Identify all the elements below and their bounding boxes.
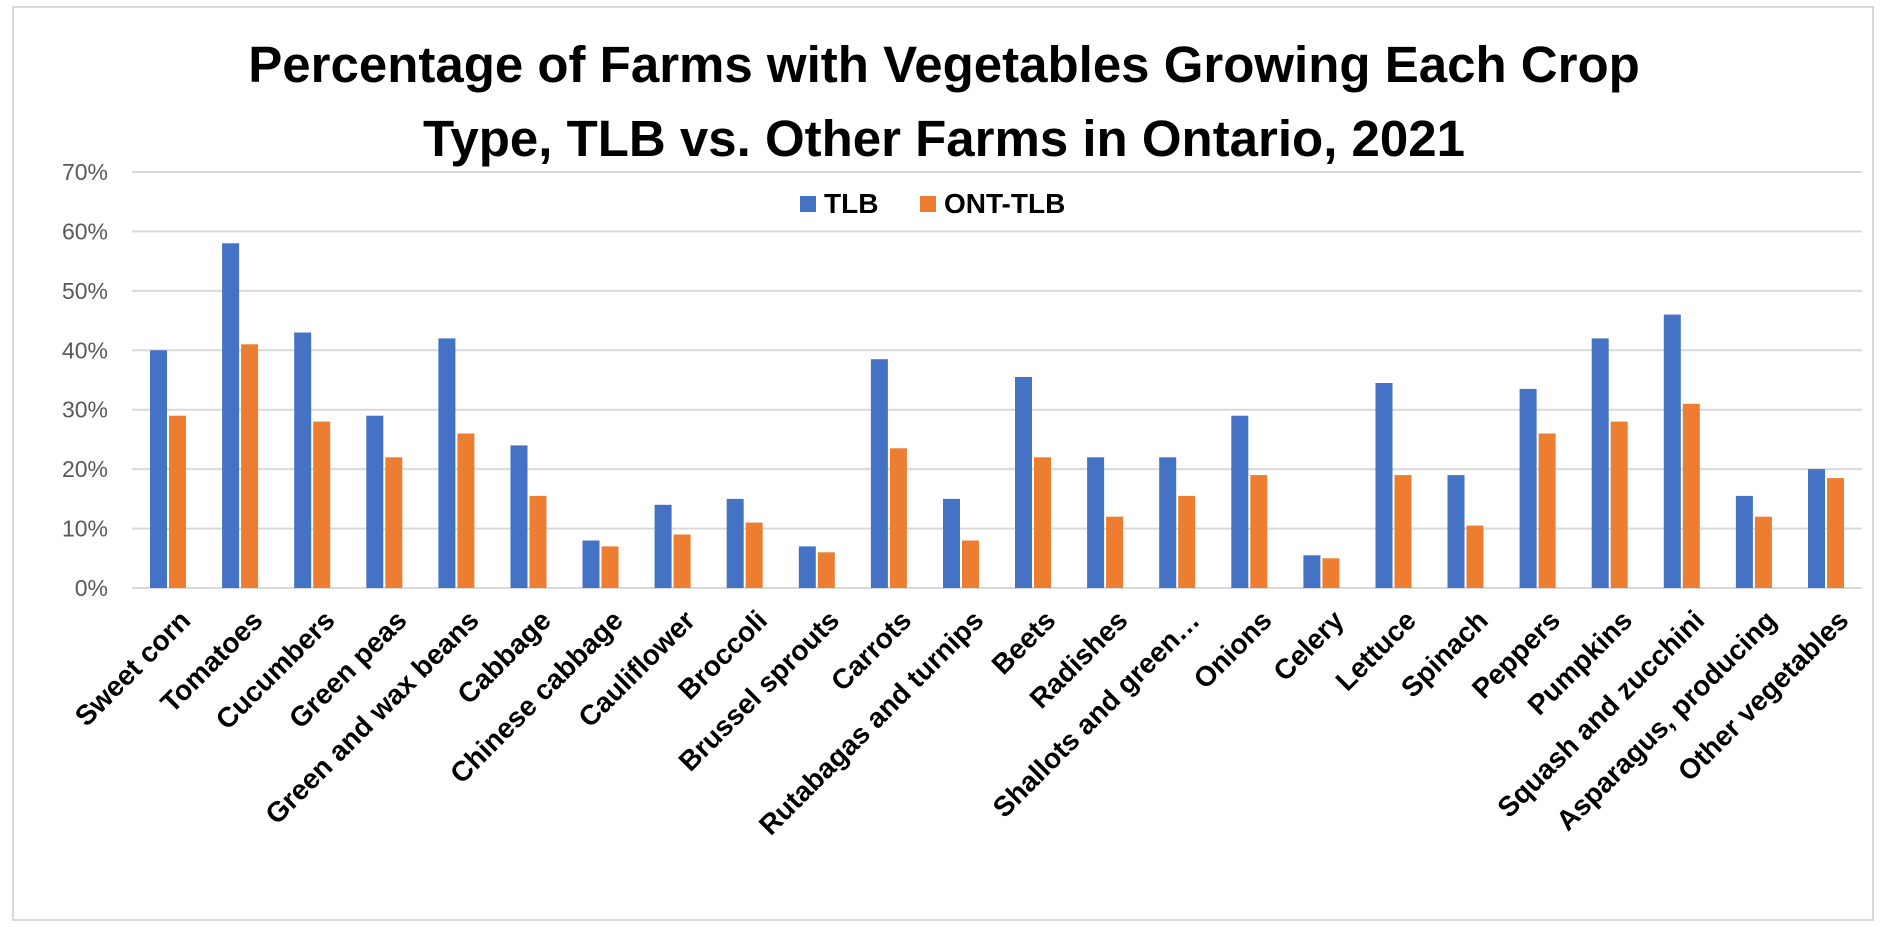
bar-ont-tlb: [601, 546, 619, 588]
bar-tlb: [510, 445, 528, 588]
bar-tlb: [1015, 377, 1032, 588]
y-tick-label: 30%: [62, 397, 108, 423]
bar-ont-tlb: [1106, 516, 1124, 588]
x-category-label: Onions: [1188, 604, 1278, 694]
bar-tlb: [366, 415, 384, 588]
y-tick-label: 60%: [62, 218, 108, 244]
bar-ont-tlb: [1178, 495, 1196, 588]
bar-tlb: [582, 540, 600, 588]
legend-swatch-ont-tlb: [920, 196, 936, 212]
bar-tlb: [1735, 495, 1753, 588]
bar-ont-tlb: [889, 448, 907, 588]
bar-ont-tlb: [385, 457, 403, 588]
bars: [150, 243, 1844, 589]
y-tick-label: 70%: [62, 159, 108, 185]
bar-tlb: [150, 350, 167, 588]
bar-ont-tlb: [817, 552, 835, 588]
bar-tlb: [1087, 457, 1105, 588]
chart-title: Percentage of Farms with Vegetables Grow…: [248, 36, 1640, 167]
bar-ont-tlb: [1250, 475, 1268, 588]
bar-tlb: [1303, 555, 1321, 588]
bar-ont-tlb: [529, 495, 547, 588]
bar-ont-tlb: [241, 344, 259, 588]
y-tick-label: 20%: [62, 456, 108, 482]
bar-ont-tlb: [1538, 433, 1556, 588]
legend-label-ont-tlb: ONT-TLB: [944, 188, 1065, 219]
bar-ont-tlb: [745, 522, 763, 588]
gridlines: [132, 171, 1862, 589]
bar-ont-tlb: [1394, 475, 1412, 588]
legend: TLB ONT-TLB: [800, 188, 1065, 219]
bar-ont-tlb: [1682, 403, 1700, 588]
bar-tlb: [294, 332, 312, 588]
y-axis-ticks: 0% 10% 20% 30% 40% 50% 60% 70%: [62, 159, 108, 601]
bar-ont-tlb: [1322, 558, 1340, 588]
y-tick-label: 0%: [75, 575, 108, 601]
y-tick-label: 40%: [62, 337, 108, 363]
y-tick-label: 10%: [62, 516, 108, 542]
bar-tlb: [726, 498, 744, 588]
bar-ont-tlb: [962, 540, 979, 588]
bar-tlb: [222, 243, 240, 589]
bar-tlb: [1159, 457, 1177, 588]
bar-tlb: [1519, 388, 1537, 588]
bar-tlb: [1231, 415, 1249, 588]
bar-tlb: [1591, 338, 1609, 588]
bar-ont-tlb: [169, 415, 186, 588]
bar-ont-tlb: [1034, 457, 1051, 588]
chart-title-line-1: Percentage of Farms with Vegetables Grow…: [248, 36, 1640, 93]
bar-tlb: [798, 546, 816, 588]
bar-ont-tlb: [313, 421, 331, 588]
legend-label-tlb: TLB: [824, 188, 878, 219]
bar-tlb: [438, 338, 456, 588]
bar-ont-tlb: [1754, 516, 1772, 588]
bar-ont-tlb: [673, 534, 691, 588]
chart-title-line-2: Type, TLB vs. Other Farms in Ontario, 20…: [423, 110, 1465, 167]
bar-ont-tlb: [457, 433, 475, 588]
bar-tlb: [1375, 383, 1393, 588]
bar-ont-tlb: [1827, 478, 1844, 588]
bar-tlb: [1663, 314, 1681, 588]
bar-tlb: [1447, 475, 1465, 588]
bar-tlb: [943, 498, 960, 588]
bar-ont-tlb: [1466, 525, 1484, 588]
bar-ont-tlb: [1610, 421, 1628, 588]
y-tick-label: 50%: [62, 278, 108, 304]
legend-swatch-tlb: [800, 196, 816, 212]
bar-tlb: [654, 504, 672, 588]
bar-tlb: [1808, 469, 1825, 588]
chart-frame: Percentage of Farms with Vegetables Grow…: [12, 6, 1874, 921]
bar-chart: Percentage of Farms with Vegetables Grow…: [62, 36, 1862, 841]
bar-tlb: [870, 359, 888, 588]
